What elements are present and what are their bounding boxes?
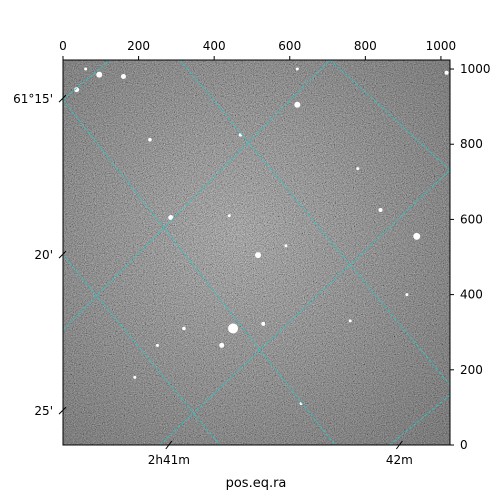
dec-tick-label-2: 25' [34,404,53,418]
star-6 [255,252,262,259]
star-24 [348,319,352,323]
star-8 [219,342,225,348]
x-tick-label-5: 1000 [426,39,457,53]
star-21 [405,293,409,297]
star-4 [168,215,174,221]
grid-line-7 [63,60,111,101]
star-9 [261,321,266,326]
dec-tick-1 [58,250,67,259]
grid-line-6 [389,394,450,445]
grid-line-3 [329,60,450,171]
grid-line-0 [179,60,450,386]
star-2 [74,87,80,93]
image-plot-area [62,59,451,446]
dec-tick-0 [58,94,67,103]
ra-tick-1 [395,440,403,450]
y-tick-label-1: 200 [460,363,483,377]
star-14 [444,70,449,75]
star-20 [84,67,88,71]
star-22 [155,343,159,347]
y-tick-label-4: 800 [460,137,483,151]
axis-ticks: 0 200 400 600 800 1000 0 200 400 600 800 1000 2h41m 4… [13,39,490,467]
star-19 [133,375,137,379]
x-tick-label-2: 400 [203,39,226,53]
dec-tick-label-1: 20' [34,248,53,262]
star-0 [96,71,103,78]
wcs-grid [63,60,450,445]
star-16 [356,167,360,171]
y-tick-label-5: 1000 [460,62,491,76]
ra-tick-label-1: 42m [386,453,413,467]
ra-tick-label-0: 2h41m [148,453,190,467]
ra-tick-0 [165,440,173,450]
y-tick-label-3: 600 [460,212,483,226]
x-tick-label-0: 0 [59,39,67,53]
star-10 [378,208,383,213]
y-tick-label-0: 0 [460,438,468,452]
star-13 [182,326,186,331]
x-tick-label-3: 600 [278,39,301,53]
x-axis-label: pos.eq.ra [226,476,287,491]
y-tick-label-2: 400 [460,288,483,302]
star-1 [120,74,126,80]
dec-tick-label-0: 61°15' [13,92,53,106]
grid-line-4 [63,60,331,331]
star-field [74,67,449,406]
star-18 [227,214,231,218]
star-11 [148,137,152,142]
star-7 [228,323,239,334]
grid-line-5 [159,169,450,445]
star-15 [295,67,299,71]
x-tick-label-1: 200 [127,39,150,53]
grid-line-1 [63,99,336,445]
star-3 [294,101,301,108]
star-5 [413,232,421,240]
x-tick-label-4: 800 [354,39,377,53]
dec-tick-2 [58,406,67,415]
star-17 [284,244,288,248]
